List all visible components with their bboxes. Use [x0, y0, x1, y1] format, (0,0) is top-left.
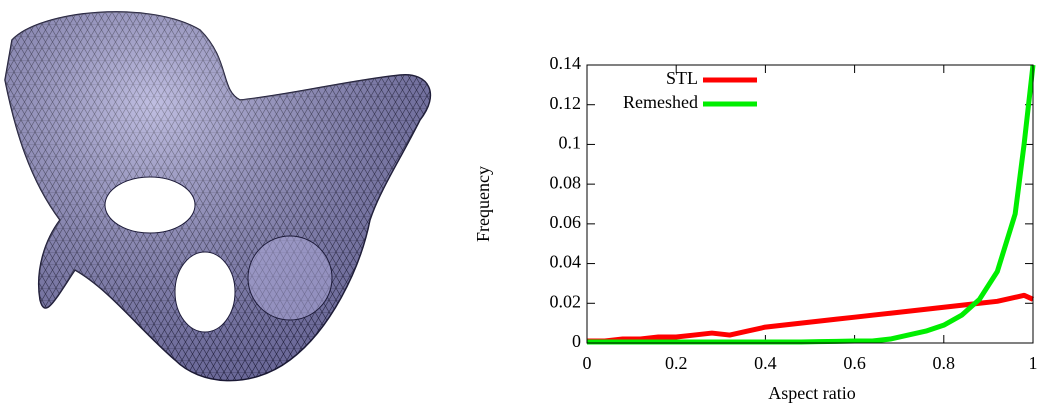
chart: Aspect ratio Frequency 0 0.02 0.04 0.06 0.08…: [473, 53, 1037, 403]
x-tick-label: 1: [1029, 353, 1038, 373]
y-axis-label: Frequency: [473, 166, 493, 242]
mesh-render: [5, 12, 430, 381]
x-tick-label: 0: [583, 353, 592, 373]
obturator-foramen: [175, 252, 235, 332]
x-tick-label: 0.6: [843, 353, 866, 373]
legend-label: Remeshed: [623, 92, 698, 112]
x-tick-label: 0.2: [665, 353, 688, 373]
legend-label: STL: [666, 68, 698, 88]
y-tick-label: 0.02: [550, 291, 582, 311]
x-tick-label: 0.4: [754, 353, 777, 373]
x-tick-label: 0.8: [933, 353, 956, 373]
pelvis-opening: [105, 177, 195, 233]
y-tick-label: 0.08: [550, 172, 582, 192]
y-tick-label: 0: [572, 331, 581, 351]
figure: Aspect ratio Frequency 0 0.02 0.04 0.06 0.08…: [0, 0, 1040, 408]
data-line: [587, 295, 1033, 341]
y-tick-label: 0.12: [550, 93, 582, 113]
x-axis-label: Aspect ratio: [768, 383, 855, 403]
y-tick-label: 0.06: [550, 212, 582, 232]
y-tick-label: 0.1: [559, 133, 582, 153]
acetabulum: [248, 236, 332, 320]
y-tick-label: 0.04: [550, 252, 582, 272]
y-tick-label: 0.14: [550, 53, 582, 73]
